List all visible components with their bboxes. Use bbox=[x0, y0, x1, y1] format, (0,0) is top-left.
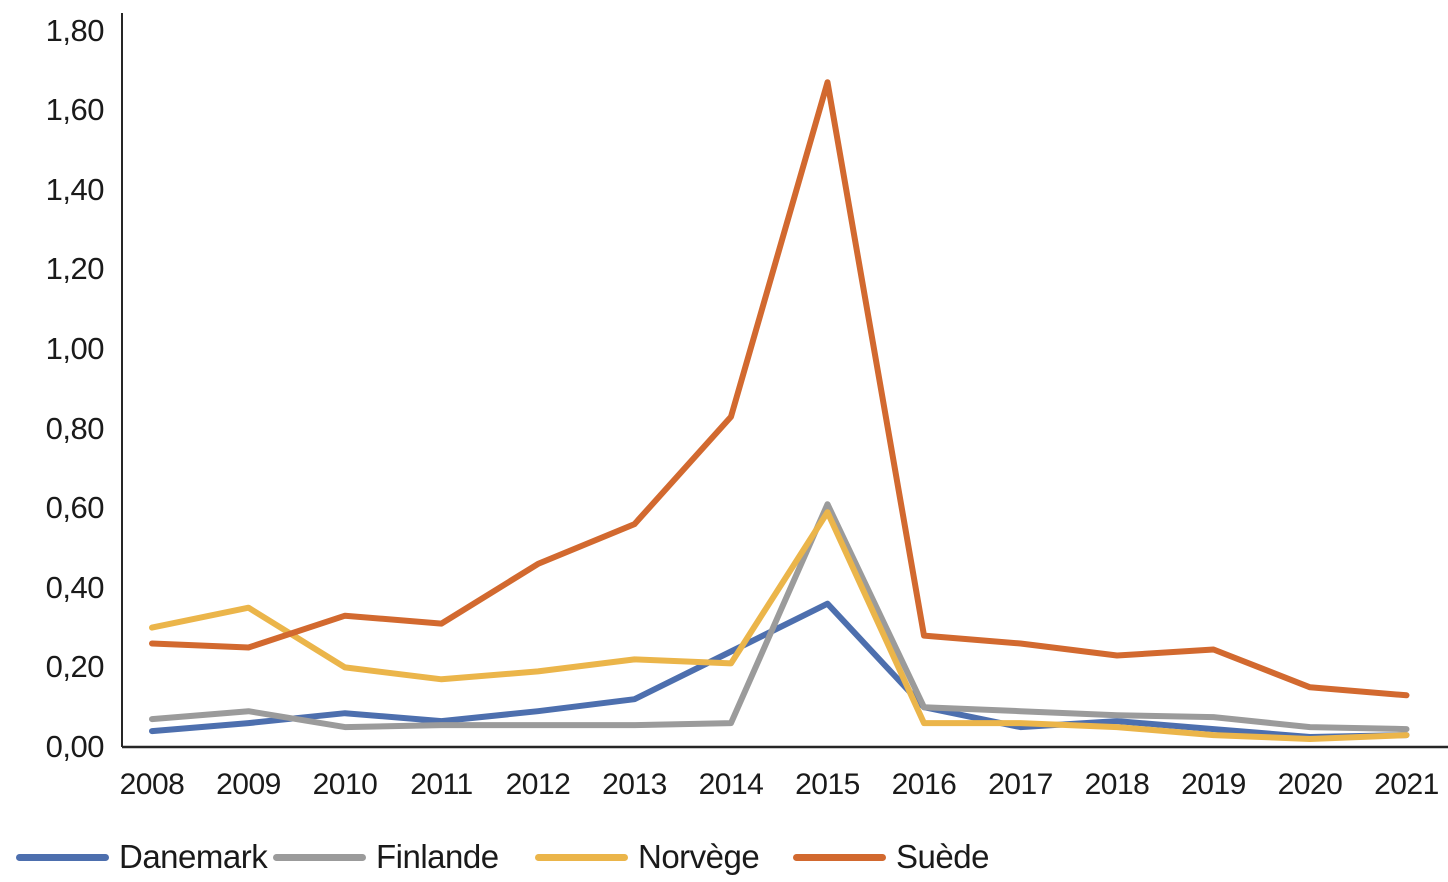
legend-swatch-norvege bbox=[535, 853, 628, 861]
x-tick-label: 2016 bbox=[891, 768, 957, 801]
legend-label-norvege: Norvège bbox=[638, 838, 760, 875]
legend-item-finlande: Finlande bbox=[273, 839, 499, 875]
y-tick-label: 0,00 bbox=[45, 729, 105, 764]
legend-item-norvege: Norvège bbox=[535, 838, 760, 875]
legend-swatch-danemark bbox=[16, 853, 109, 861]
x-tick-label: 2011 bbox=[410, 768, 473, 801]
y-tick-label: 1,20 bbox=[45, 251, 105, 287]
legend-label-danemark: Danemark bbox=[119, 838, 268, 875]
x-tick-label: 2017 bbox=[988, 768, 1053, 801]
x-tick-label: 2008 bbox=[119, 768, 185, 801]
y-tick-label: 0,40 bbox=[45, 569, 105, 605]
x-tick-label: 2019 bbox=[1181, 768, 1246, 801]
legend-swatch-finlande bbox=[273, 853, 366, 861]
legend-item-suede: Suède bbox=[793, 839, 989, 875]
y-tick-label: 1,80 bbox=[45, 12, 105, 48]
x-tick-label: 2010 bbox=[312, 768, 378, 801]
legend-item-danemark: Danemark bbox=[16, 838, 268, 875]
y-tick-label: 0,60 bbox=[45, 490, 105, 526]
x-tick-label: 2014 bbox=[698, 768, 764, 801]
series-line-danemark bbox=[149, 600, 1410, 740]
x-tick-label: 2009 bbox=[216, 768, 281, 801]
legend-label-suede: Suède bbox=[896, 838, 989, 875]
y-tick-label: 1,00 bbox=[45, 331, 105, 366]
y-tick-label: 0,20 bbox=[45, 649, 105, 685]
x-tick-label: 2020 bbox=[1277, 768, 1343, 801]
x-tick-label: 2018 bbox=[1084, 768, 1150, 801]
legend-label-finlande: Finlande bbox=[376, 838, 499, 875]
series-line-suede bbox=[149, 79, 1410, 699]
y-tick-label: 1,40 bbox=[45, 171, 105, 207]
x-tick-label: 2012 bbox=[505, 768, 571, 801]
series-line-finlande bbox=[149, 501, 1410, 733]
x-tick-label: 2021 bbox=[1374, 768, 1439, 801]
series-line-norvege bbox=[149, 509, 1410, 742]
y-tick-label: 1,60 bbox=[45, 92, 105, 128]
y-tick-label: 0,80 bbox=[45, 410, 105, 446]
x-tick-label: 2015 bbox=[795, 768, 860, 801]
x-tick-label: 2013 bbox=[602, 768, 667, 801]
legend-swatch-suede bbox=[793, 853, 886, 861]
